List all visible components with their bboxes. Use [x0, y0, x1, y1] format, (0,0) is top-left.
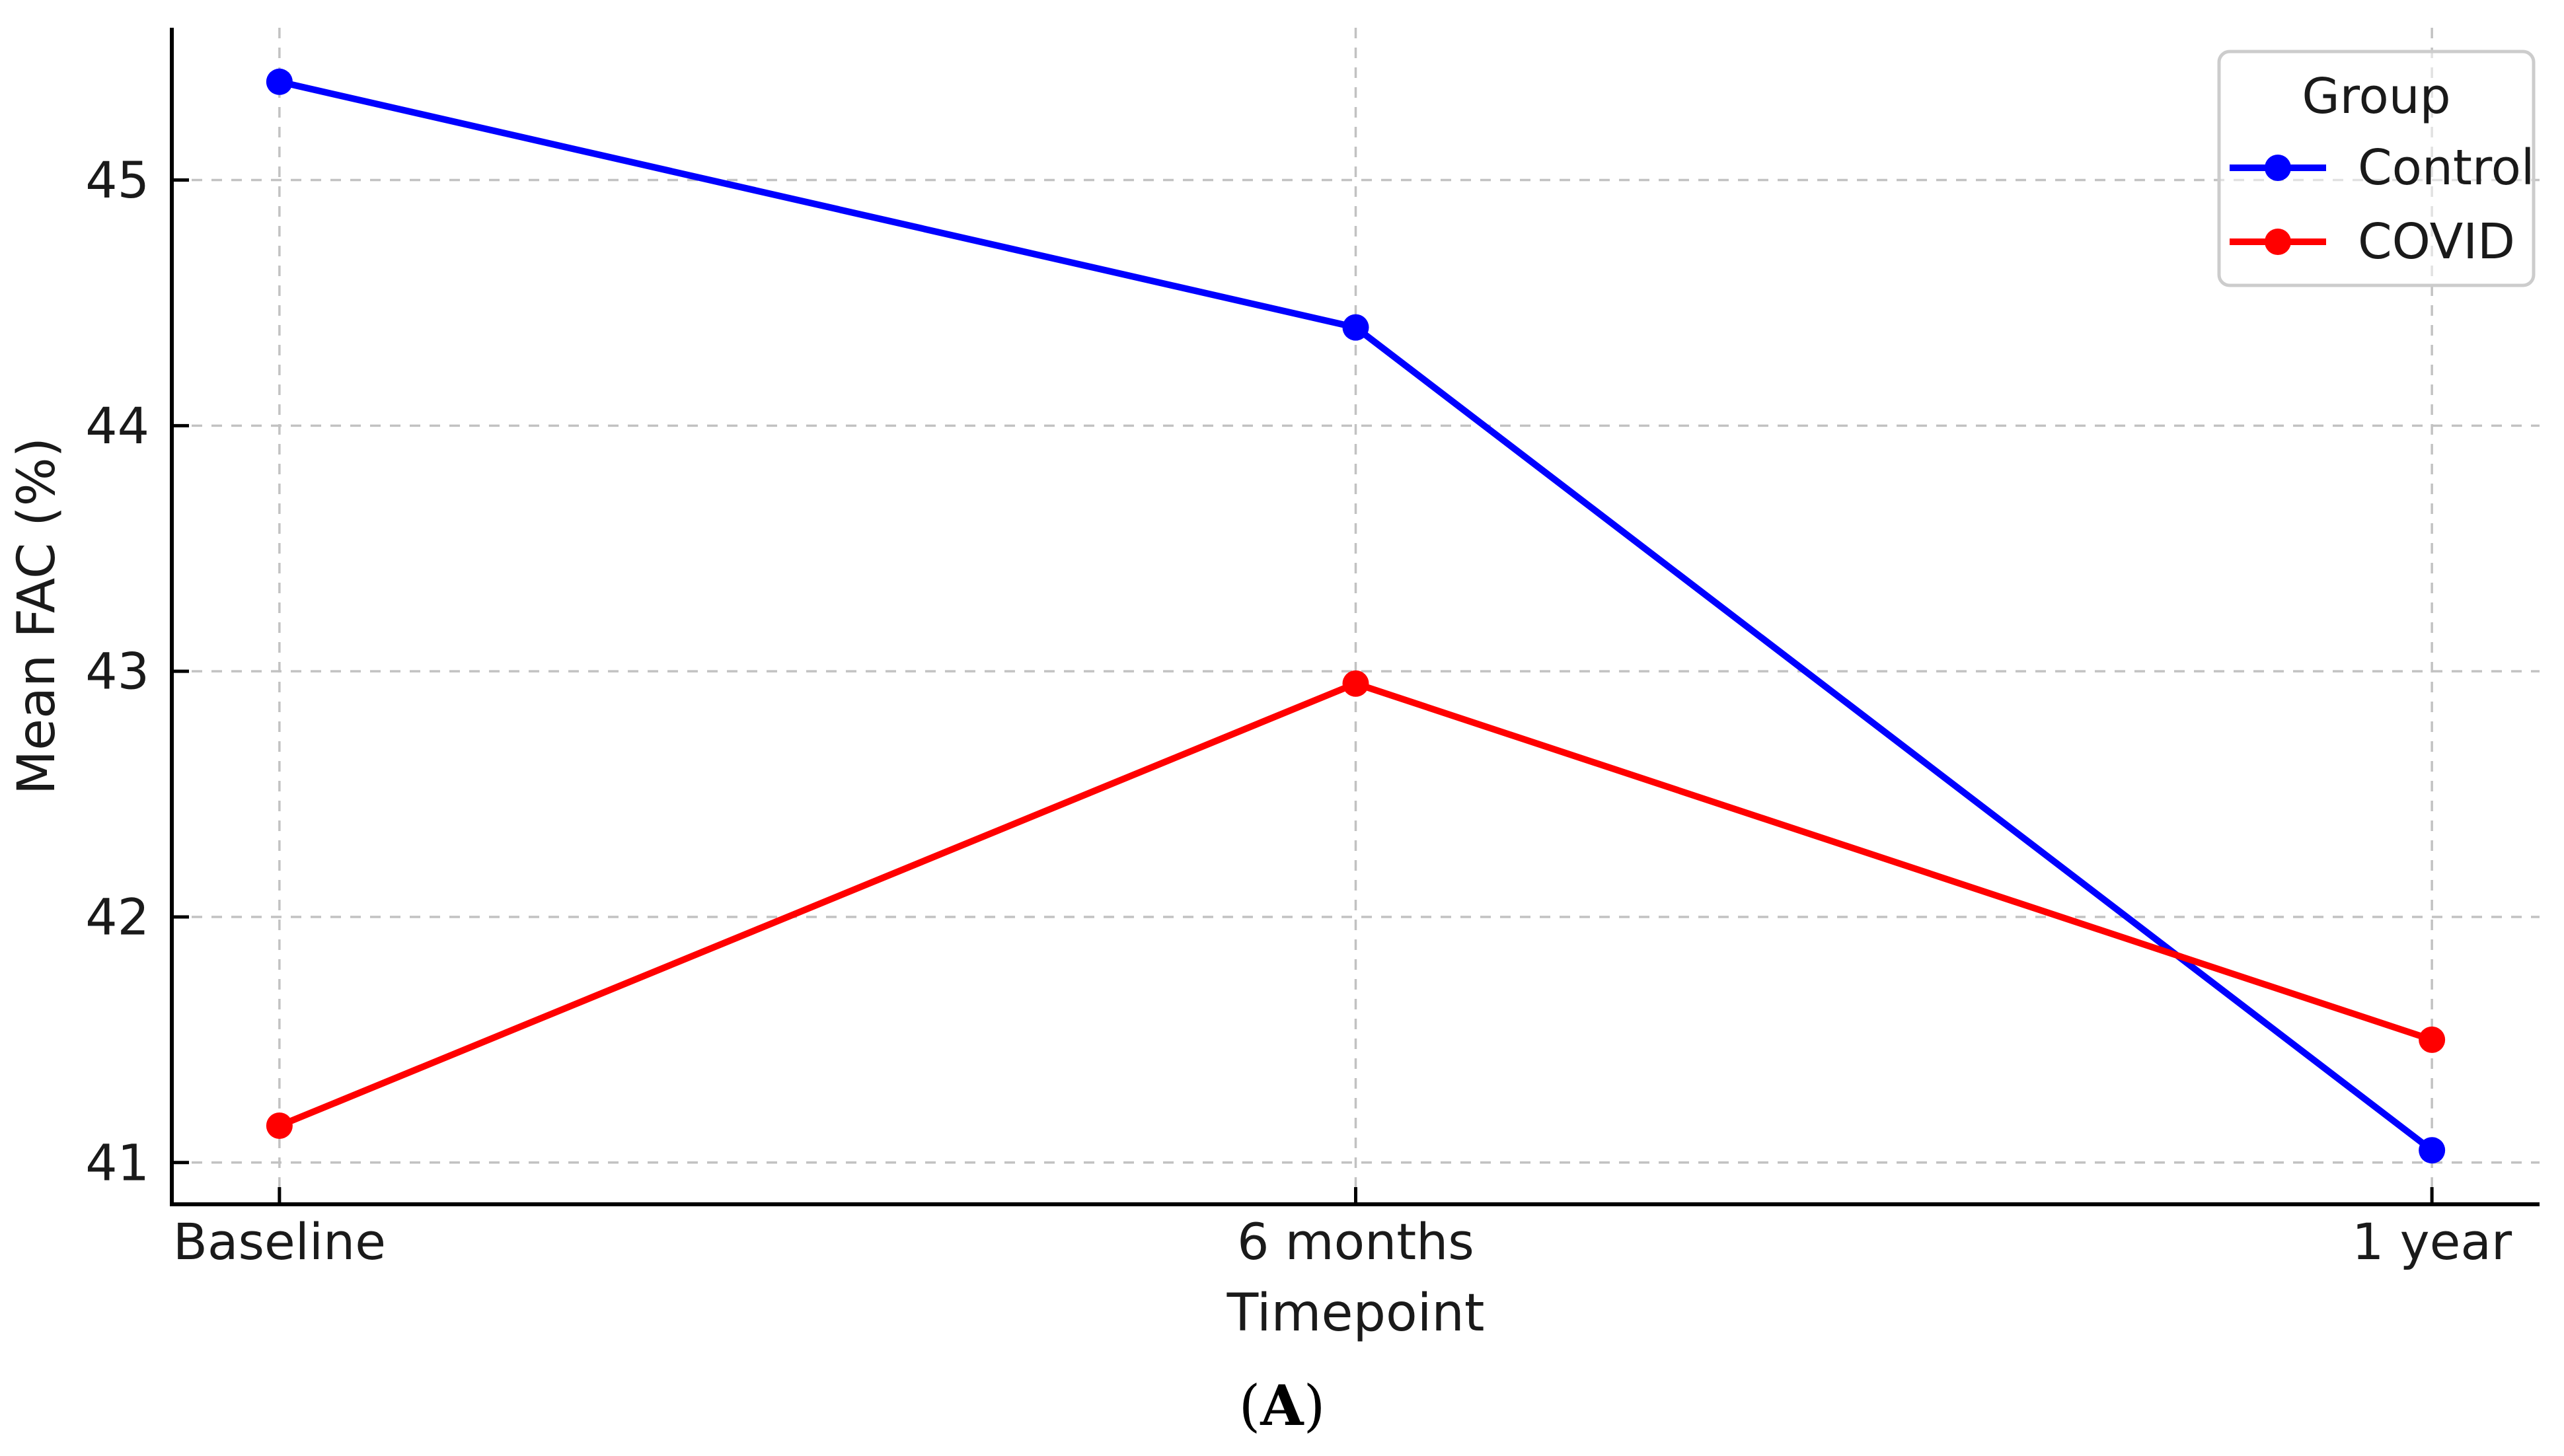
- y-tick-label-45: 45: [85, 151, 149, 209]
- panel-label: (A): [0, 1375, 2564, 1436]
- gridlines: [172, 28, 2540, 1204]
- data-point-covid-1: [1342, 670, 1369, 697]
- data-point-control-2: [2419, 1137, 2446, 1164]
- legend-marker-control: [2265, 155, 2291, 181]
- y-tick-label-44: 44: [85, 396, 149, 455]
- panel-label-close-paren: ): [1303, 1373, 1326, 1438]
- data-point-covid-2: [2419, 1026, 2446, 1053]
- y-tick-label-43: 43: [85, 642, 149, 701]
- panel-label-open-paren: (: [1238, 1373, 1261, 1438]
- y-tick-label-42: 42: [85, 887, 149, 946]
- legend-marker-covid: [2265, 229, 2291, 255]
- y-axis-label: Mean FAC (%): [7, 437, 67, 795]
- data-point-covid-0: [266, 1112, 293, 1140]
- x-tick-label-1: 6 months: [1237, 1212, 1474, 1271]
- x-tick-label-2: 1 year: [2352, 1212, 2512, 1271]
- data-point-control-0: [266, 68, 293, 95]
- ticks-and-labels: 41 42 43 44 45 Baseline 6 months 1 year: [85, 151, 2512, 1271]
- data-point-control-1: [1342, 314, 1369, 341]
- legend-title: Group: [2302, 68, 2450, 125]
- legend-label-covid: COVID: [2358, 213, 2515, 270]
- series-control: [266, 68, 2446, 1164]
- x-tick-label-0: Baseline: [173, 1212, 386, 1271]
- axes-spines: [170, 28, 2540, 1206]
- legend: Group Control COVID: [2217, 50, 2536, 287]
- y-tick-label-41: 41: [85, 1133, 149, 1192]
- x-axis-label: Timepoint: [1226, 1284, 1485, 1343]
- panel-label-letter: A: [1260, 1373, 1304, 1438]
- series-covid: [266, 670, 2446, 1140]
- legend-box: [2217, 50, 2536, 287]
- legend-label-control: Control: [2358, 139, 2535, 196]
